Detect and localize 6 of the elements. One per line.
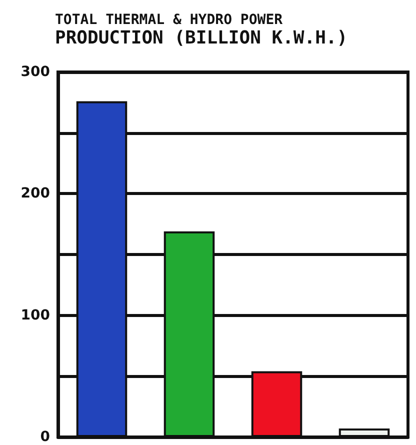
chart-subtitle: PRODUCTION (BILLION K.W.H.) [55, 28, 348, 48]
chart-title: TOTAL THERMAL & HYDRO POWER [55, 12, 284, 28]
y-tick-label: 200 [20, 186, 50, 202]
y-tick-label: 100 [20, 307, 50, 324]
y-tick-label: 0 [40, 429, 50, 445]
y-tick-label: 300 [20, 64, 50, 80]
